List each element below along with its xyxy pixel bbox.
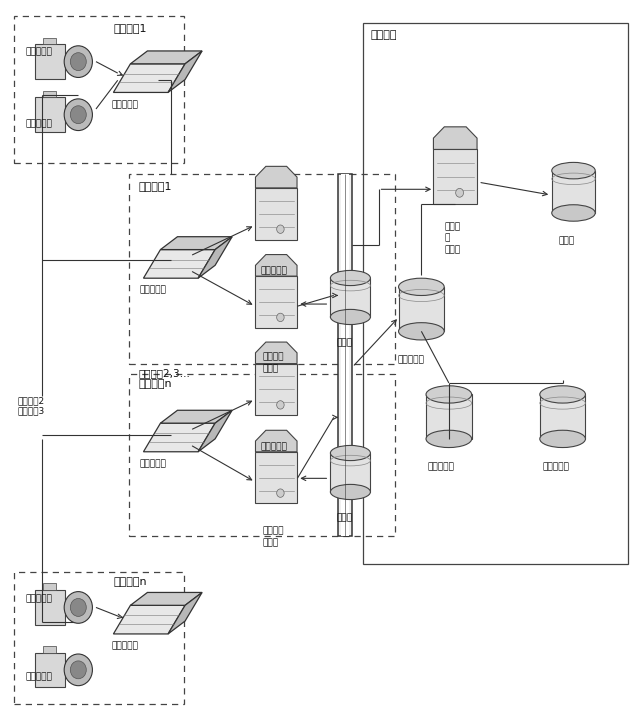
Circle shape — [64, 46, 92, 78]
Text: 卡口公共机: 卡口公共机 — [260, 267, 287, 276]
Circle shape — [71, 53, 86, 71]
FancyBboxPatch shape — [426, 395, 472, 439]
FancyBboxPatch shape — [331, 278, 370, 317]
Ellipse shape — [399, 278, 444, 295]
Ellipse shape — [331, 310, 370, 325]
FancyBboxPatch shape — [256, 452, 297, 503]
FancyBboxPatch shape — [399, 287, 444, 331]
Polygon shape — [168, 593, 202, 634]
Text: 服务器: 服务器 — [262, 364, 279, 373]
Text: 汇聚终点: 汇聚终点 — [371, 30, 397, 40]
FancyBboxPatch shape — [331, 453, 370, 492]
Circle shape — [64, 99, 92, 130]
Polygon shape — [160, 237, 232, 250]
FancyBboxPatch shape — [433, 150, 477, 204]
Circle shape — [277, 225, 284, 233]
FancyBboxPatch shape — [551, 171, 595, 213]
Circle shape — [71, 106, 86, 124]
Circle shape — [64, 654, 92, 685]
FancyBboxPatch shape — [35, 45, 65, 79]
Text: 套牌库: 套牌库 — [559, 237, 575, 246]
Text: 汇聚节点1: 汇聚节点1 — [139, 181, 172, 191]
Text: 汇聚节点2,3…: 汇聚节点2,3… — [139, 369, 191, 379]
Text: 高清卡口n: 高清卡口n — [113, 577, 147, 588]
Text: 高清摄像机: 高清摄像机 — [26, 48, 53, 56]
FancyBboxPatch shape — [35, 97, 65, 132]
Ellipse shape — [551, 163, 595, 179]
Text: 查: 查 — [444, 234, 450, 243]
Text: 光纤收发器: 光纤收发器 — [139, 459, 166, 468]
Polygon shape — [160, 410, 232, 423]
Circle shape — [71, 661, 86, 679]
Circle shape — [277, 313, 284, 322]
Text: 车型库: 车型库 — [336, 513, 352, 523]
Text: 卡口公共机: 卡口公共机 — [260, 443, 287, 451]
Polygon shape — [143, 423, 215, 451]
Text: 汇聚节点n: 汇聚节点n — [139, 379, 173, 390]
Text: 高清摄像机: 高清摄像机 — [26, 672, 53, 681]
FancyBboxPatch shape — [338, 174, 352, 536]
Text: 光纤收发器: 光纤收发器 — [111, 641, 138, 650]
Polygon shape — [433, 127, 477, 150]
Polygon shape — [256, 255, 297, 276]
Text: 套牌嫌疑库: 套牌嫌疑库 — [397, 355, 424, 364]
FancyBboxPatch shape — [540, 395, 586, 439]
Text: 光纤收发器: 光纤收发器 — [111, 100, 138, 109]
Text: 套牌初查: 套牌初查 — [262, 353, 284, 362]
Circle shape — [277, 401, 284, 409]
Text: 套牌初查: 套牌初查 — [262, 526, 284, 536]
Polygon shape — [168, 51, 202, 92]
FancyBboxPatch shape — [43, 583, 56, 590]
Polygon shape — [256, 431, 297, 452]
FancyBboxPatch shape — [43, 37, 56, 45]
Ellipse shape — [426, 431, 472, 448]
Circle shape — [456, 189, 464, 197]
FancyBboxPatch shape — [256, 188, 297, 240]
Ellipse shape — [426, 386, 472, 403]
Polygon shape — [256, 166, 297, 188]
Text: 高清摄像机: 高清摄像机 — [26, 119, 53, 128]
Text: 服务器: 服务器 — [262, 538, 279, 547]
Ellipse shape — [540, 431, 586, 448]
Text: 车牌补办库: 车牌补办库 — [542, 462, 569, 472]
FancyBboxPatch shape — [43, 91, 56, 97]
FancyBboxPatch shape — [43, 646, 56, 652]
Text: 高清卡口1: 高清卡口1 — [113, 23, 147, 33]
Circle shape — [71, 598, 86, 616]
Polygon shape — [198, 237, 232, 278]
Text: 车辆基础库: 车辆基础库 — [427, 462, 454, 472]
FancyBboxPatch shape — [35, 652, 65, 687]
Ellipse shape — [331, 446, 370, 461]
Text: 光纤收发器: 光纤收发器 — [139, 285, 166, 294]
FancyBboxPatch shape — [35, 590, 65, 625]
Polygon shape — [130, 593, 202, 606]
Polygon shape — [130, 51, 202, 64]
FancyBboxPatch shape — [256, 364, 297, 415]
Ellipse shape — [331, 271, 370, 286]
Polygon shape — [256, 342, 297, 364]
Polygon shape — [114, 64, 185, 92]
FancyBboxPatch shape — [256, 276, 297, 328]
Ellipse shape — [331, 485, 370, 500]
Ellipse shape — [399, 323, 444, 340]
Circle shape — [277, 489, 284, 498]
Text: 高清卡口2
高清卡口3: 高清卡口2 高清卡口3 — [17, 396, 45, 415]
Ellipse shape — [551, 204, 595, 221]
Polygon shape — [114, 606, 185, 634]
Polygon shape — [143, 250, 215, 278]
Text: 服务器: 服务器 — [444, 246, 460, 254]
Text: 车型库: 车型库 — [336, 338, 352, 348]
Ellipse shape — [540, 386, 586, 403]
Text: 高清摄像机: 高清摄像机 — [26, 595, 53, 603]
Circle shape — [64, 592, 92, 624]
FancyBboxPatch shape — [342, 174, 349, 536]
Polygon shape — [198, 410, 232, 451]
Text: 套牌筛: 套牌筛 — [444, 222, 460, 231]
